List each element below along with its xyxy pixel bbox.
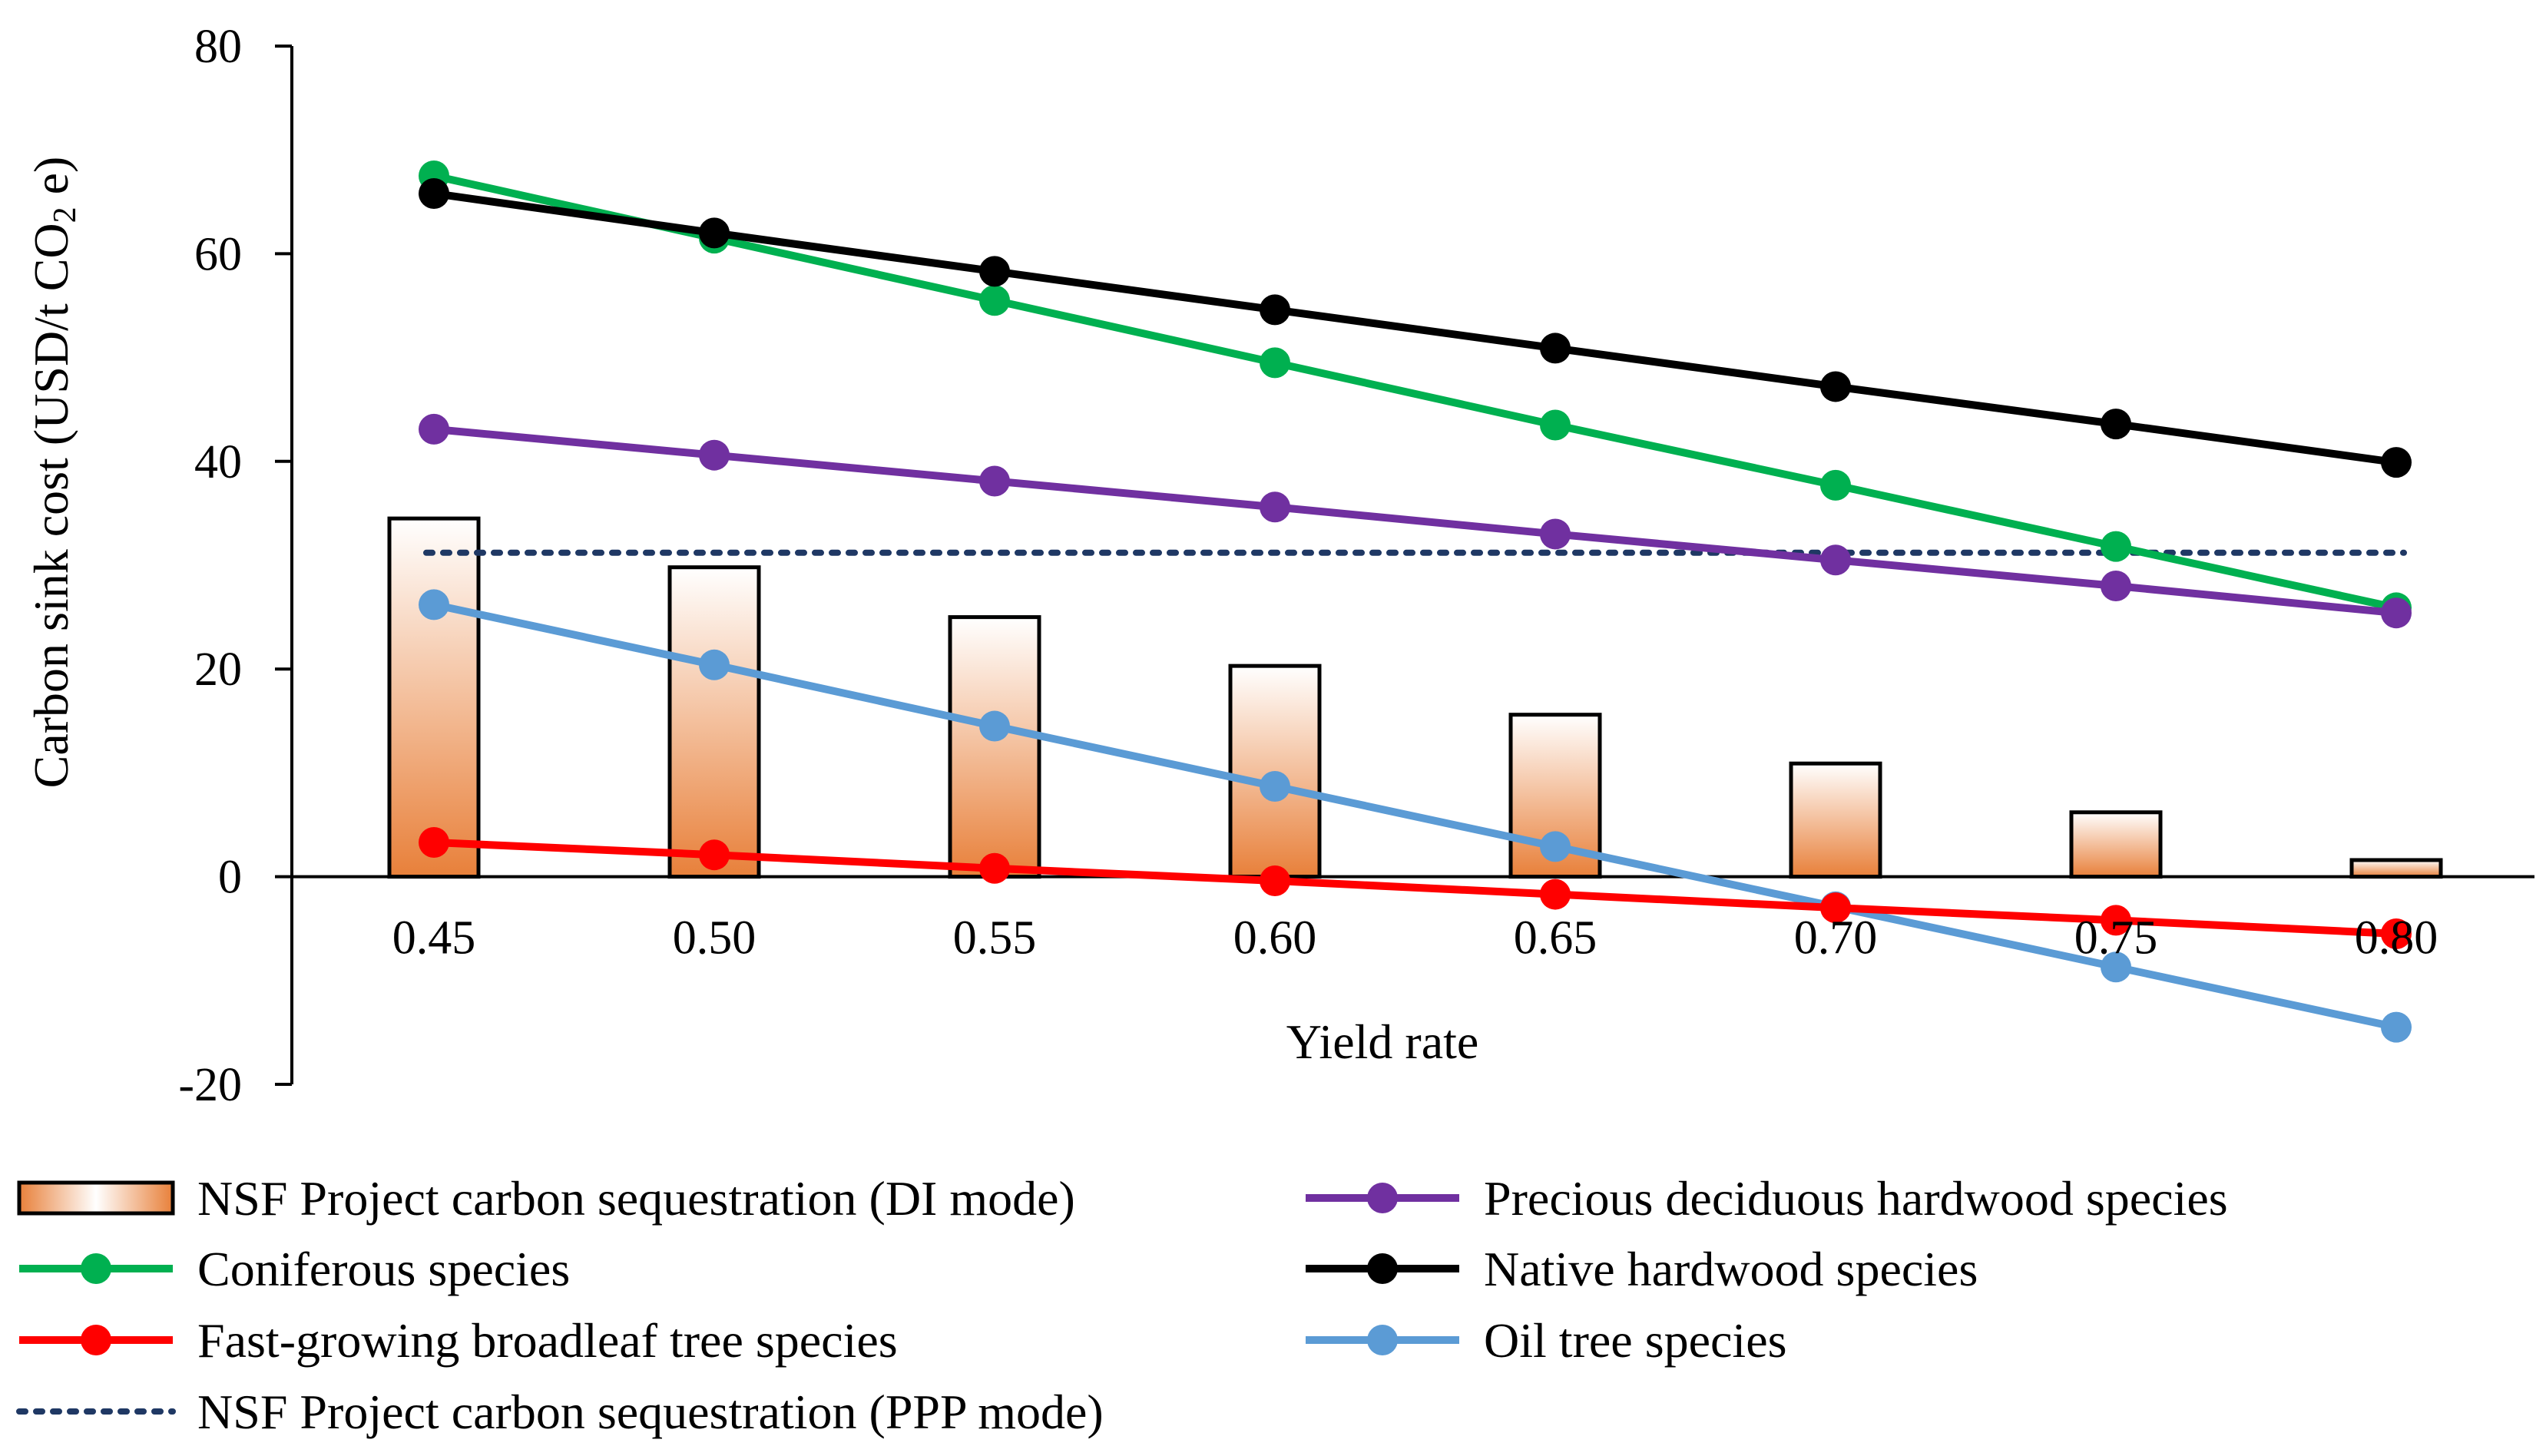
- point-fast-growing-broadleaf-tree-species: [1540, 879, 1571, 910]
- legend-swatch-marker: [1367, 1325, 1398, 1355]
- point-fast-growing-broadleaf-tree-species: [2381, 918, 2412, 949]
- point-fast-growing-broadleaf-tree-species: [699, 839, 730, 871]
- line-native-hardwood-species: [433, 190, 2397, 467]
- point-oil-tree-species: [1540, 831, 1571, 862]
- x-tick-label: 0.45: [392, 912, 476, 965]
- legend-entry: Fast-growing broadleaf tree species: [19, 1313, 898, 1368]
- line-precious-deciduous-hardwood-species: [433, 425, 2397, 617]
- point-native-hardwood-species: [1260, 294, 1290, 326]
- legend-entry: Precious deciduous hardwood species: [1306, 1171, 2228, 1226]
- legend-label: NSF Project carbon sequestration (PPP mo…: [197, 1385, 1104, 1439]
- legend-label: NSF Project carbon sequestration (DI mod…: [197, 1171, 1075, 1226]
- y-tick-label: 40: [194, 436, 242, 488]
- point-native-hardwood-species: [2381, 447, 2412, 478]
- y-axis-title-main: Carbon sink cost (USD/t CO: [24, 223, 78, 788]
- legend-swatch-marker: [1367, 1253, 1398, 1284]
- line-series-group: [419, 160, 2412, 1043]
- x-axis-title: Yield rate: [1286, 1014, 1479, 1069]
- point-coniferous-species: [1820, 469, 1851, 501]
- x-tick-label: 0.80: [2355, 912, 2438, 965]
- line-fast-growing-broadleaf-tree-species: [433, 838, 2397, 938]
- line-coniferous-species: [432, 172, 2398, 612]
- legend-entry: Native hardwood species: [1306, 1242, 1978, 1296]
- point-coniferous-species: [1540, 409, 1571, 441]
- point-fast-growing-broadleaf-tree-species: [1260, 865, 1290, 897]
- point-oil-tree-species: [2381, 1011, 2412, 1043]
- legend-label: Native hardwood species: [1484, 1242, 1978, 1296]
- point-precious-deciduous-hardwood-species: [2381, 597, 2412, 629]
- point-precious-deciduous-hardwood-species: [419, 413, 449, 445]
- point-fast-growing-broadleaf-tree-species: [979, 852, 1010, 884]
- point-precious-deciduous-hardwood-species: [979, 465, 1010, 497]
- y-axis-title-subscript: 2: [48, 207, 83, 223]
- bar-di-mode: [387, 516, 481, 879]
- point-oil-tree-species: [979, 710, 1010, 742]
- legend-swatch-marker: [1367, 1183, 1398, 1213]
- x-tick-label: 0.75: [2074, 912, 2158, 965]
- point-fast-growing-broadleaf-tree-species: [2101, 905, 2131, 936]
- y-tick-label: 60: [194, 228, 242, 280]
- legend-entry: Oil tree species: [1306, 1313, 1787, 1368]
- axes: -20 0 20 40 60 80: [178, 21, 2534, 1111]
- point-fast-growing-broadleaf-tree-species: [1820, 892, 1851, 924]
- bar-di-mode: [2349, 858, 2443, 879]
- point-oil-tree-species: [2101, 951, 2131, 983]
- point-native-hardwood-species: [2101, 409, 2131, 440]
- legend-swatch-bar: [17, 1180, 175, 1216]
- legend-entry: NSF Project carbon sequestration (PPP mo…: [16, 1385, 1104, 1439]
- y-axis-title: Carbon sink cost (USD/t CO2 e): [24, 157, 83, 789]
- point-native-hardwood-species: [419, 177, 449, 209]
- point-oil-tree-species: [1260, 770, 1290, 802]
- point-native-hardwood-species: [979, 256, 1010, 287]
- bar-di-mode: [2069, 810, 2163, 879]
- point-precious-deciduous-hardwood-species: [699, 439, 730, 471]
- legend-label: Coniferous species: [197, 1242, 570, 1296]
- legend-label: Precious deciduous hardwood species: [1484, 1171, 2228, 1226]
- y-tick-label: 20: [194, 644, 242, 696]
- y-tick-label: 80: [194, 21, 242, 73]
- legend-label: Oil tree species: [1484, 1313, 1787, 1368]
- point-precious-deciduous-hardwood-species: [2101, 571, 2131, 602]
- point-precious-deciduous-hardwood-species: [1820, 544, 1851, 576]
- x-tick-label: 0.60: [1233, 912, 1317, 965]
- bar-di-mode: [667, 565, 761, 879]
- point-precious-deciduous-hardwood-species: [1260, 491, 1290, 523]
- legend-swatch-marker: [81, 1325, 111, 1355]
- x-tick-label: 0.55: [953, 912, 1037, 965]
- point-oil-tree-species: [419, 589, 449, 620]
- point-coniferous-species: [2101, 531, 2131, 562]
- x-tick-labels: 0.45 0.50 0.55 0.60 0.65 0.70 0.75 0.80: [392, 912, 2438, 965]
- point-precious-deciduous-hardwood-species: [1540, 518, 1571, 550]
- point-coniferous-species: [979, 285, 1010, 316]
- point-native-hardwood-species: [699, 217, 730, 249]
- legend-entry: NSF Project carbon sequestration (DI mod…: [17, 1171, 1075, 1226]
- y-axis-title-tail: e): [24, 157, 78, 207]
- point-native-hardwood-species: [1540, 333, 1571, 364]
- point-oil-tree-species: [699, 649, 730, 680]
- y-tick-label: 0: [218, 852, 242, 904]
- point-native-hardwood-species: [1820, 371, 1851, 402]
- bar-di-mode: [1789, 761, 1882, 879]
- bar-di-mode: [948, 615, 1041, 879]
- line-oil-tree-species: [432, 601, 2398, 1031]
- legend: NSF Project carbon sequestration (DI mod…: [16, 1171, 2228, 1439]
- x-tick-label: 0.70: [1794, 912, 1878, 965]
- legend-entry: Coniferous species: [19, 1242, 570, 1296]
- point-fast-growing-broadleaf-tree-species: [419, 826, 449, 858]
- y-tick-label: -20: [178, 1059, 242, 1111]
- point-coniferous-species: [1260, 347, 1290, 379]
- legend-swatch-marker: [81, 1253, 111, 1284]
- legend-label: Fast-growing broadleaf tree species: [197, 1313, 898, 1368]
- x-tick-label: 0.50: [673, 912, 757, 965]
- bar-series: [387, 516, 2443, 879]
- x-tick-label: 0.65: [1514, 912, 1597, 965]
